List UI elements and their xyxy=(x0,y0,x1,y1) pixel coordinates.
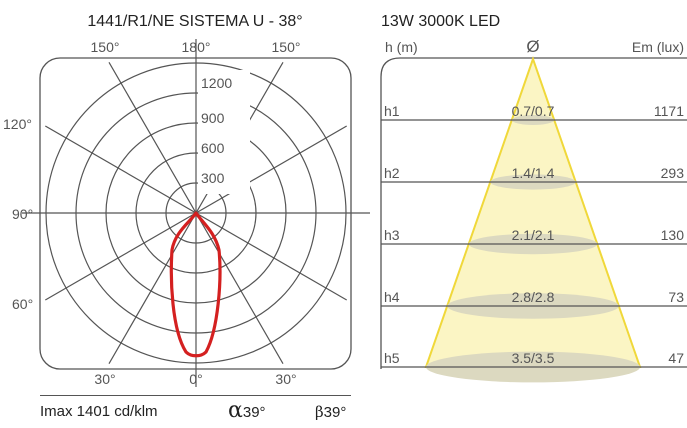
ring-label-900: 900 xyxy=(201,110,225,126)
ring-label-300: 300 xyxy=(201,170,225,186)
angle-label-60: 60° xyxy=(12,296,33,312)
illuminance-label-3: 130 xyxy=(661,227,685,243)
cone-title: 13W 3000K LED xyxy=(381,13,500,30)
diameter-label-5: 3.5/3.5 xyxy=(512,350,555,366)
cone-rows: h1 0.7/0.7 1171 h2 1.4/1.4 293 h3 2.1/2.1 130 h4 2… xyxy=(381,103,687,383)
intensity-curve xyxy=(169,211,222,358)
diameter-label-1: 0.7/0.7 xyxy=(512,103,555,119)
height-label-3: h3 xyxy=(384,227,400,243)
height-label-4: h4 xyxy=(384,289,400,305)
angle-label-30-right: 30° xyxy=(275,371,296,387)
column-height-header: h (m) xyxy=(385,39,418,55)
polar-title: 1441/R1/NE SISTEMA U - 38° xyxy=(87,13,302,30)
angle-label-30-left: 30° xyxy=(94,371,115,387)
illuminance-label-5: 47 xyxy=(668,350,684,366)
angle-label-150-right: 150° xyxy=(272,39,301,55)
column-illuminance-header: Em (lux) xyxy=(632,39,684,55)
height-label-1: h1 xyxy=(384,103,400,119)
diameter-label-3: 2.1/2.1 xyxy=(512,227,555,243)
height-label-2: h2 xyxy=(384,165,400,181)
illuminance-label-2: 293 xyxy=(661,165,685,181)
illuminance-label-4: 73 xyxy=(668,289,684,305)
illuminance-label-1: 1171 xyxy=(654,103,684,119)
angle-label-120: 120° xyxy=(3,116,32,132)
ring-label-600: 600 xyxy=(201,140,225,156)
angle-label-150-left: 150° xyxy=(91,39,120,55)
diameter-icon: Ø xyxy=(526,37,539,56)
diameter-label-4: 2.8/2.8 xyxy=(512,289,555,305)
diameter-label-2: 1.4/1.4 xyxy=(512,165,555,181)
ring-label-1200: 1200 xyxy=(201,75,232,91)
angle-label-90: 90° xyxy=(12,206,33,222)
cone-frame xyxy=(380,57,687,369)
ring-label-backdrop xyxy=(198,70,250,194)
height-label-5: h5 xyxy=(384,350,400,366)
